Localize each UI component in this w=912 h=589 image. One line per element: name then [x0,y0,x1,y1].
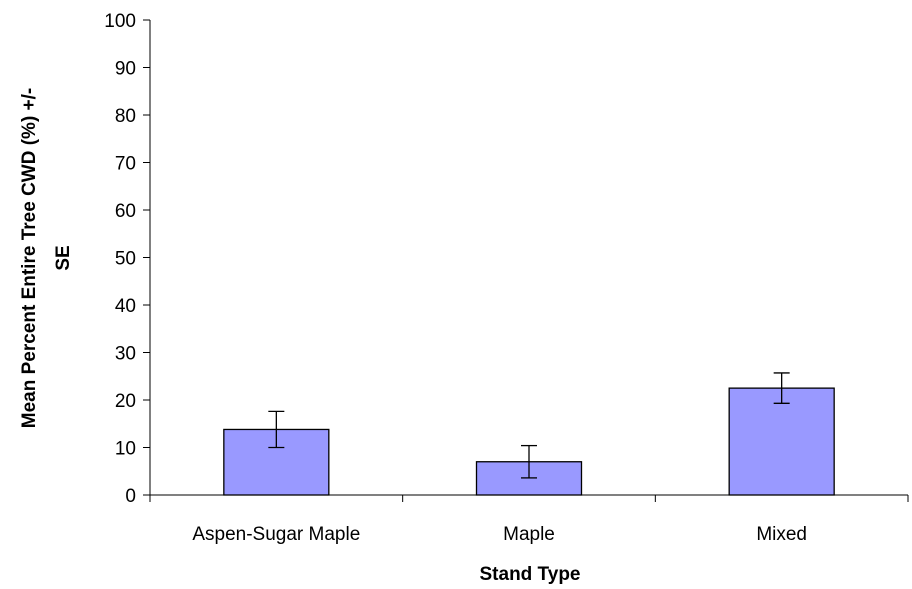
bars [223,387,835,496]
x-tick-label: Mixed [756,524,807,545]
y-tick-label: 70 [115,154,136,175]
y-tick-label: 40 [115,296,136,317]
y-axis-title-line-1: Mean Percent Entire Tree CWD (%) +/- [19,88,40,429]
x-tick-label: Maple [503,524,555,545]
x-axis-ticks: Aspen-Sugar Maple Maple Mixed [149,495,909,545]
x-axis-title: Stand Type [480,564,581,585]
y-tick-label: 80 [115,106,136,127]
error-bars [268,372,790,479]
y-tick-label: 30 [115,344,136,365]
y-axis-title-line-2: SE [53,245,74,270]
y-axis-ticks: 0 10 20 30 40 50 60 70 80 90 100 [104,11,150,507]
x-tick-label: Aspen-Sugar Maple [192,524,360,545]
y-tick-label: 10 [115,439,136,460]
y-tick-label: 50 [115,249,136,270]
y-axis-title: Mean Percent Entire Tree CWD (%) +/- SE [19,88,74,429]
error-bar [773,372,790,404]
error-bar [521,444,537,479]
y-tick-label: 100 [104,11,136,32]
error-bar [268,410,285,449]
y-tick-label: 60 [115,201,136,222]
y-tick-label: 20 [115,391,136,412]
bar [728,387,835,496]
y-tick-label: 0 [125,486,136,507]
y-tick-label: 90 [115,59,136,80]
